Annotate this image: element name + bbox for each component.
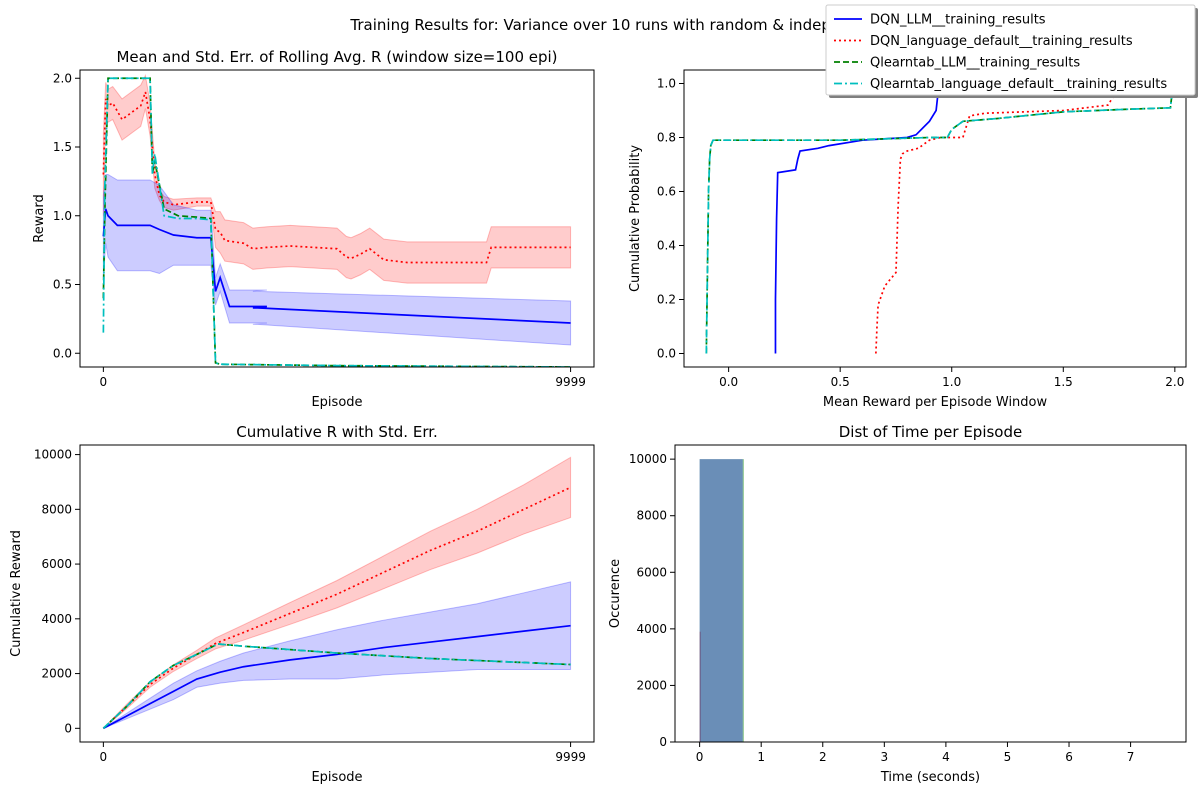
y-tick-label: 0.5 <box>53 278 72 292</box>
y-tick-label: 2.0 <box>53 71 72 85</box>
axes-frame <box>674 444 1187 743</box>
series-line-ql_default <box>102 643 571 729</box>
x-axis-label: Episode <box>311 395 362 410</box>
series-line-dqn_llm <box>774 70 942 354</box>
x-tick-label: 0.5 <box>831 375 850 389</box>
y-tick-label: 0.8 <box>657 131 676 145</box>
x-tick-label: 5 <box>1004 750 1012 764</box>
subplot-title: Mean and Std. Err. of Rolling Avg. R (wi… <box>116 48 557 66</box>
y-tick-label: 0.0 <box>53 346 72 360</box>
x-tick-label: 1.5 <box>1054 375 1073 389</box>
y-tick-label: 0 <box>64 721 72 735</box>
y-axis-label: Occurence <box>608 559 623 628</box>
series-line-dqn_llm <box>102 208 571 324</box>
x-tick-label: 2.0 <box>1165 375 1184 389</box>
plot-area <box>705 70 1176 354</box>
y-tick-label: 0.4 <box>657 239 676 253</box>
series-line-dqn_default <box>102 486 571 729</box>
subplot-title: Dist of Time per Episode <box>839 423 1022 441</box>
series-line-ql_llm <box>705 70 1176 354</box>
y-tick-label: 0.0 <box>657 347 676 361</box>
legend-label: Qlearntab_language_default__training_res… <box>870 77 1167 92</box>
y-tick-label: 1.0 <box>657 77 676 91</box>
subplot-title: Cumulative R with Std. Err. <box>236 423 438 441</box>
subplot-timedist: 0 1 2 3 4 5 6 7 0 2000 4000 6000 8000 10000 Dist of Ti… <box>608 423 1187 785</box>
series-line-ql_default <box>705 70 1176 354</box>
y-axis-label: Cumulative Reward <box>9 530 24 657</box>
x-axis-label: Mean Reward per Episode Window <box>823 395 1048 410</box>
x-tick-label: 0.0 <box>719 375 738 389</box>
y-tick-label: 0 <box>659 735 667 749</box>
plot-area <box>102 456 572 730</box>
y-tick-label: 1.5 <box>53 140 72 154</box>
x-axis-label: Episode <box>311 770 362 785</box>
y-tick-label: 8000 <box>636 509 667 523</box>
axes-frame <box>79 444 595 743</box>
y-tick-label: 2000 <box>41 667 72 681</box>
x-tick-label: 0 <box>100 750 108 764</box>
x-tick-label: 6 <box>1065 750 1073 764</box>
series-line-ql_default <box>102 77 571 367</box>
subplot-rolling: 0 9999 0.0 0.5 1.0 1.5 2.0 Mean and Std. Err. o… <box>32 48 595 410</box>
figure-suptitle: Training Results for: Variance over 10 r… <box>349 16 849 34</box>
error-band-dqn_default <box>103 456 572 729</box>
legend-label: DQN_LLM__training_results <box>870 13 1046 28</box>
legend-label: Qlearntab_LLM__training_results <box>870 56 1080 71</box>
series-line-dqn_llm <box>102 624 571 730</box>
series-line-dqn_default <box>102 91 571 264</box>
subplot-cdf: 0.0 0.5 1.0 1.5 2.0 0.0 0.2 0.4 0.6 0.8 1.0 Mean Re… <box>628 69 1187 410</box>
x-tick-label: 0 <box>696 750 704 764</box>
y-axis-label: Reward <box>32 194 47 242</box>
y-tick-label: 10000 <box>34 448 72 462</box>
y-tick-label: 8000 <box>41 502 72 516</box>
plot-area <box>699 459 744 742</box>
y-tick-label: 2000 <box>636 678 667 692</box>
y-tick-label: 1.0 <box>53 209 72 223</box>
histogram-bar <box>699 631 701 742</box>
subplot-panels: 0 9999 0.0 0.5 1.0 1.5 2.0 Mean and Std. Err. o… <box>9 48 1187 785</box>
y-tick-label: 6000 <box>636 565 667 579</box>
x-tick-label: 4 <box>942 750 950 764</box>
subplot-cumulative: 0 9999 0 2000 4000 6000 8000 10000 Cumulative R … <box>9 423 595 785</box>
y-tick-label: 0.2 <box>657 293 676 307</box>
y-tick-label: 4000 <box>41 612 72 626</box>
x-tick-label: 1 <box>757 750 765 764</box>
y-tick-label: 4000 <box>636 622 667 636</box>
axes-frame <box>683 69 1187 368</box>
y-tick-label: 6000 <box>41 557 72 571</box>
y-tick-label: 0.6 <box>657 185 676 199</box>
error-band-dqn_default <box>102 73 572 284</box>
x-tick-label: 9999 <box>555 750 586 764</box>
legend-label: DQN_language_default__training_results <box>870 34 1133 49</box>
x-tick-label: 2 <box>819 750 827 764</box>
y-axis-label: Cumulative Probability <box>628 145 643 292</box>
legend: DQN_LLM__training_results DQN_language_de… <box>825 4 1198 98</box>
histogram-bar <box>699 459 743 742</box>
histogram-bar <box>699 459 744 742</box>
series-line-dqn_default <box>875 70 1131 354</box>
x-tick-label: 1.0 <box>942 375 961 389</box>
plot-area <box>102 73 572 367</box>
x-tick-label: 3 <box>881 750 889 764</box>
axes-frame <box>79 69 595 368</box>
x-tick-label: 0 <box>100 375 108 389</box>
legend-box <box>825 4 1196 96</box>
x-tick-label: 7 <box>1127 750 1135 764</box>
y-tick-label: 10000 <box>629 452 667 466</box>
x-axis-label: Time (seconds) <box>880 770 980 785</box>
x-tick-label: 9999 <box>555 375 586 389</box>
